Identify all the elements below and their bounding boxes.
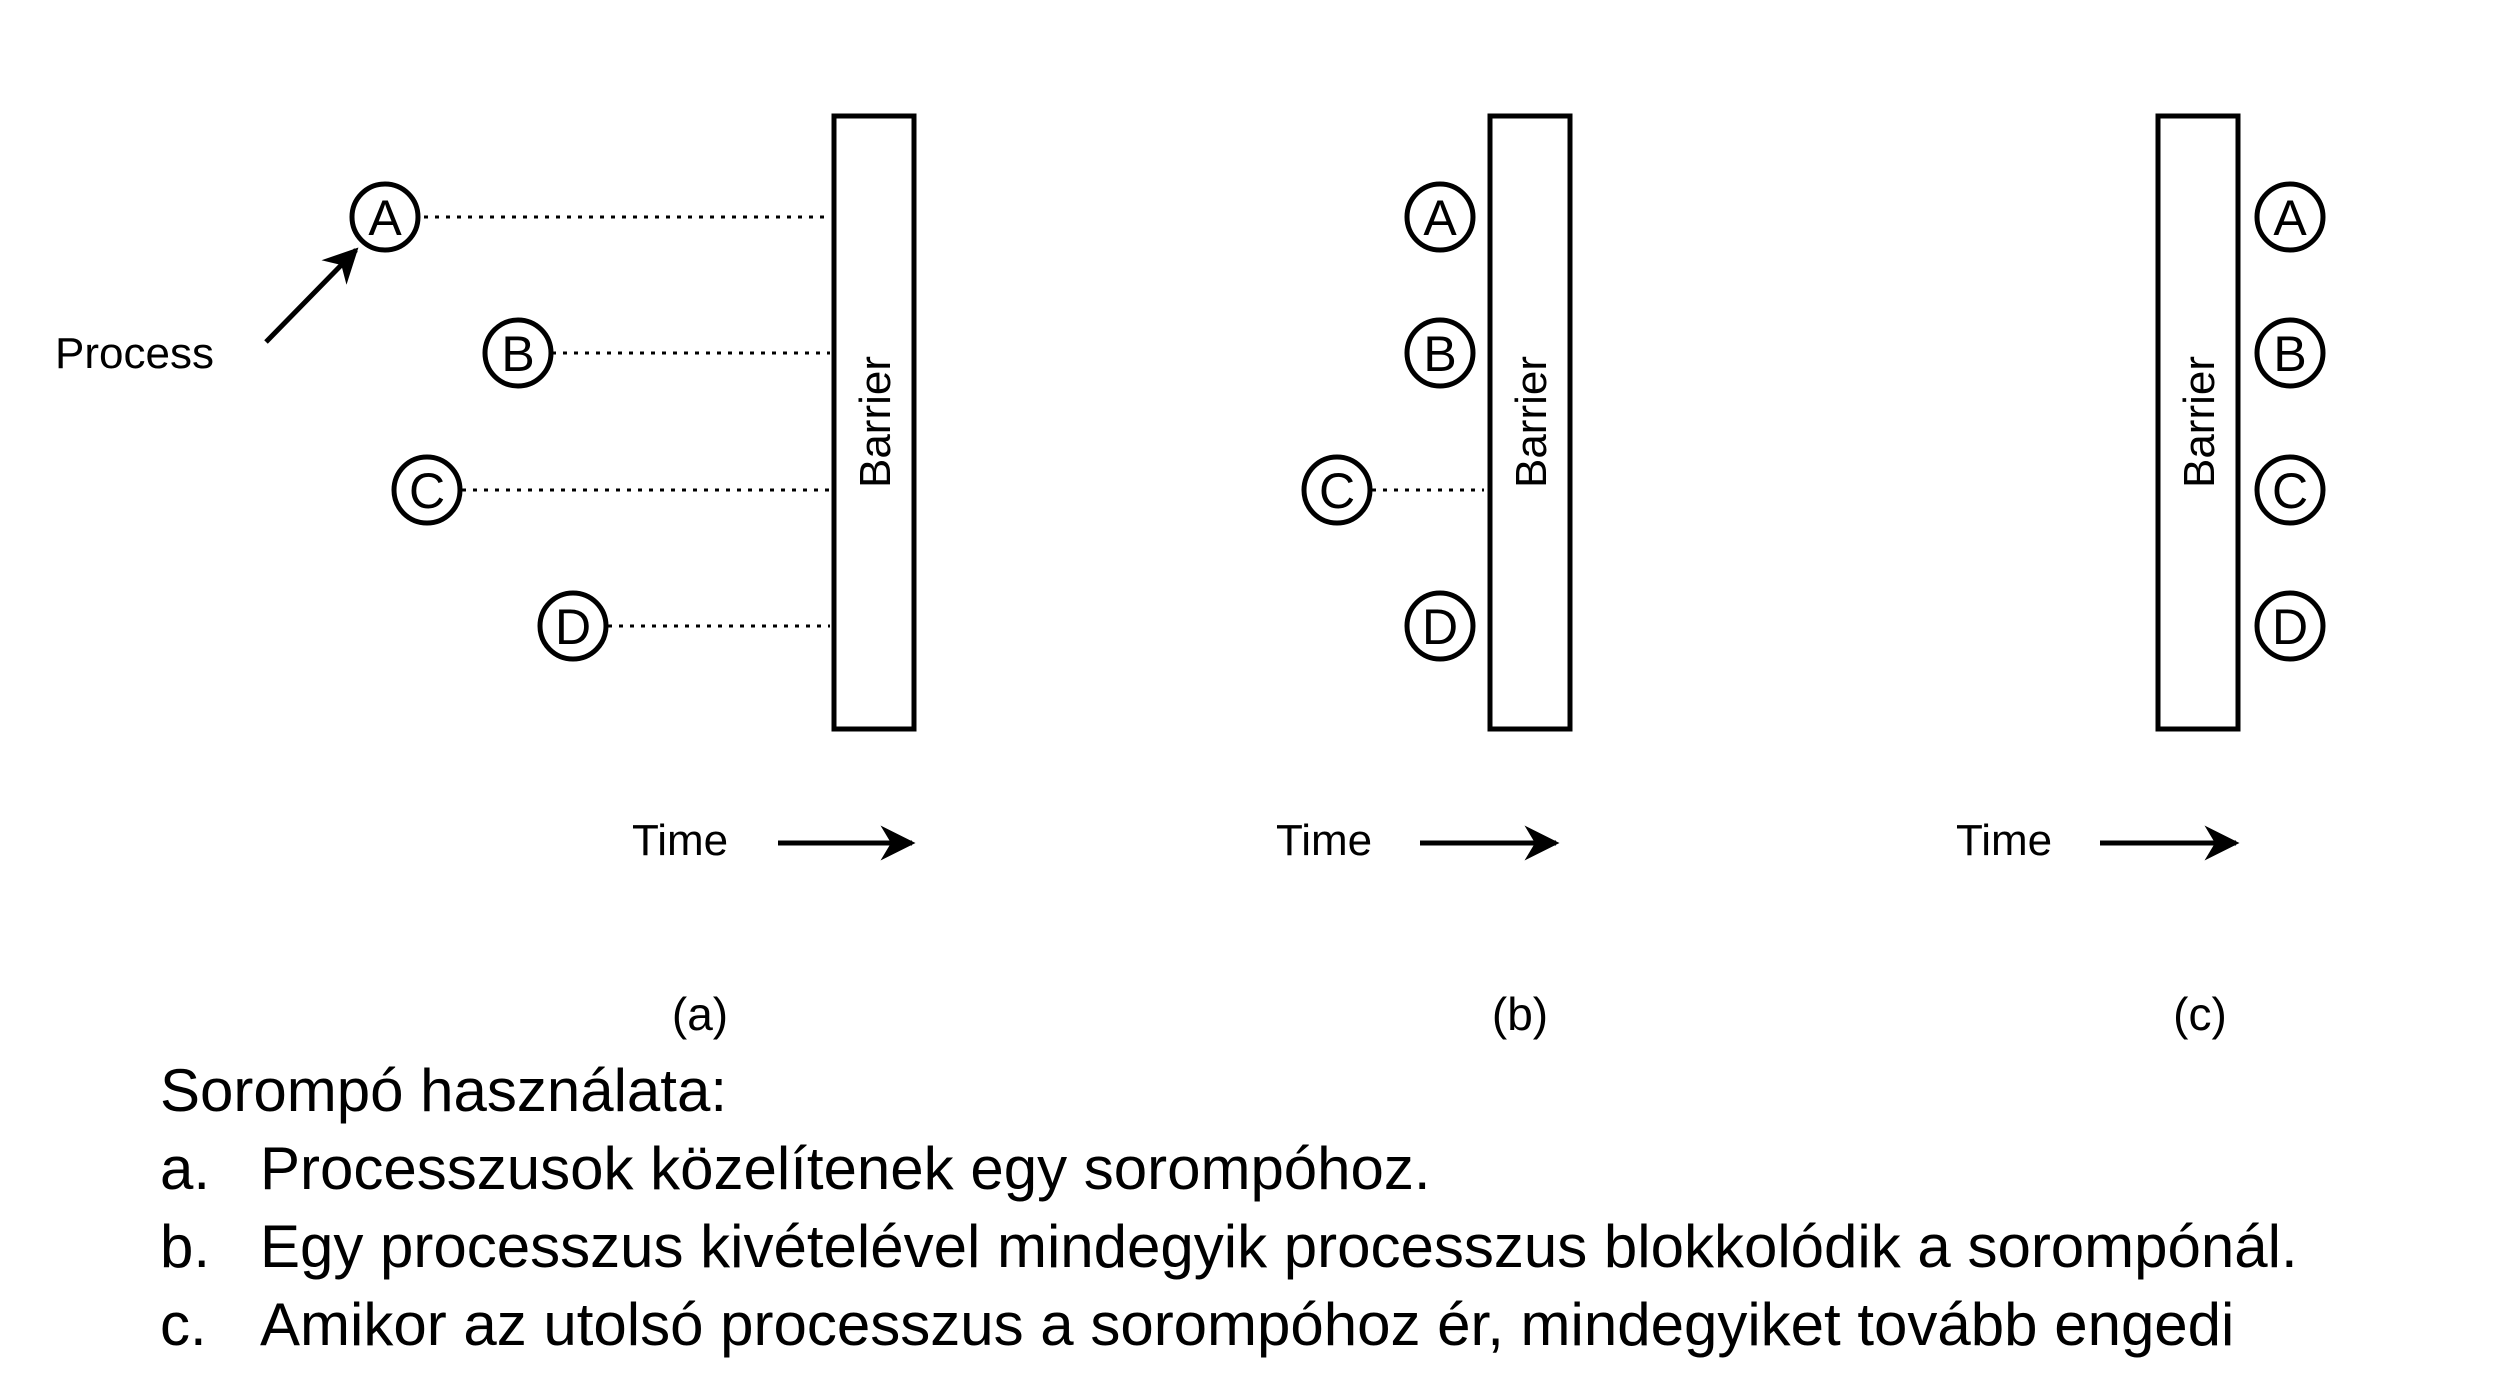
description-title: Sorompó használata: — [160, 1057, 728, 1124]
barrier-bar — [1487, 113, 1573, 732]
process-node: C — [1301, 454, 1373, 526]
description-item-text: Amikor az utolsó processzus a sorompóhoz… — [260, 1291, 2235, 1358]
process-label: C — [1319, 463, 1355, 519]
description-item-letter: a. — [160, 1135, 211, 1202]
process-pointer-arrow — [264, 247, 359, 344]
process-node: A — [1404, 181, 1476, 253]
process-label: A — [2273, 190, 2307, 246]
description-item-letter: b. — [160, 1213, 211, 1280]
barrier-label: Barrier — [2175, 356, 2224, 488]
description-block: Sorompó használata: a. Processzusok közel… — [160, 1052, 2460, 1364]
panel-caption: (a) — [672, 988, 728, 1040]
process-node: B — [482, 317, 554, 389]
description-item-letter: c. — [160, 1291, 207, 1358]
process-node: B — [1404, 317, 1476, 389]
process-label: D — [1422, 599, 1458, 655]
process-label: C — [409, 463, 445, 519]
barrier-label: Barrier — [851, 356, 900, 488]
process-node: B — [2254, 317, 2326, 389]
panel-a: Barrier A B C D Process Time (a) — [55, 113, 917, 1040]
panel-b: Barrier A B C D Time (b) — [1276, 113, 1573, 1040]
process-node: D — [1404, 590, 1476, 662]
description-item: a. Processzusok közelítenek egy sorompóho… — [160, 1130, 2460, 1208]
panel-caption: (b) — [1492, 988, 1548, 1040]
barrier-label: Barrier — [1507, 356, 1556, 488]
process-label: D — [555, 599, 591, 655]
process-label: B — [1423, 326, 1456, 382]
panel-caption: (c) — [2173, 988, 2227, 1040]
panel-c: Barrier A B C D Time (c) — [1956, 113, 2326, 1040]
process-node: A — [2254, 181, 2326, 253]
process-node: C — [391, 454, 463, 526]
time-label: Time — [1276, 816, 1372, 865]
description-item-text: Egy processzus kivételével mindegyik pro… — [260, 1213, 2298, 1280]
process-label: C — [2272, 463, 2308, 519]
barrier-bar — [2155, 113, 2241, 732]
process-label: A — [1423, 190, 1457, 246]
process-label: B — [501, 326, 534, 382]
process-label: A — [368, 190, 402, 246]
description-item-text: Processzusok közelítenek egy sorompóhoz. — [260, 1135, 1431, 1202]
process-node: A — [349, 181, 421, 253]
process-label: D — [2272, 599, 2308, 655]
barrier-bar — [831, 113, 917, 732]
description-item: b. Egy processzus kivételével mindegyik p… — [160, 1208, 2460, 1286]
time-label: Time — [632, 816, 728, 865]
description-item: c. Amikor az utolsó processzus a sorompóh… — [160, 1286, 2460, 1364]
process-node: D — [537, 590, 609, 662]
process-label: B — [2273, 326, 2306, 382]
process-pointer-label: Process — [55, 329, 214, 378]
process-node: C — [2254, 454, 2326, 526]
process-node: D — [2254, 590, 2326, 662]
time-label: Time — [1956, 816, 2052, 865]
